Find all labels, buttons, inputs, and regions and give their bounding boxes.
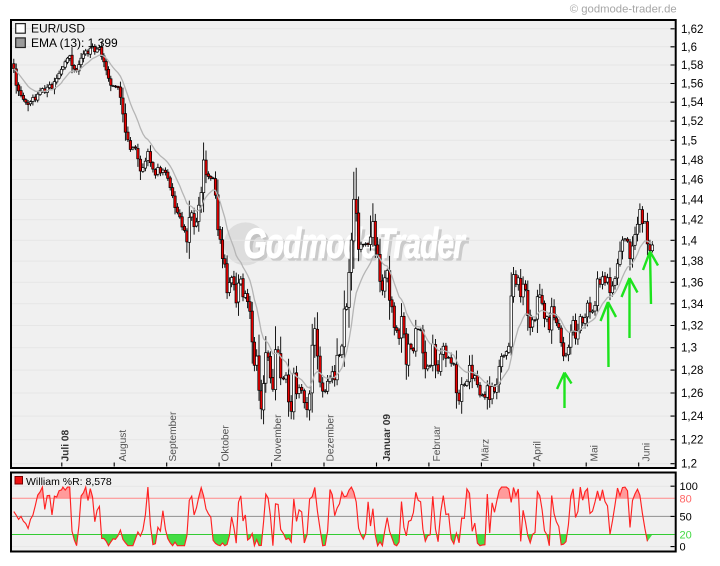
svg-text:1,34: 1,34 (681, 299, 704, 311)
svg-text:Juli 08: Juli 08 (61, 429, 72, 461)
svg-text:1,46: 1,46 (681, 175, 703, 187)
svg-text:1,3: 1,3 (681, 343, 697, 355)
svg-text:1,52: 1,52 (681, 116, 703, 128)
svg-text:Januar 09: Januar 09 (382, 414, 393, 462)
svg-text:1,2: 1,2 (681, 459, 697, 471)
svg-text:1,4: 1,4 (681, 235, 698, 247)
svg-text:1,56: 1,56 (681, 79, 703, 91)
svg-text:Februar: Februar (432, 425, 443, 461)
svg-text:1,48: 1,48 (681, 155, 703, 167)
svg-text:1,42: 1,42 (681, 215, 703, 227)
svg-text:1,58: 1,58 (681, 60, 703, 72)
svg-text:1,5: 1,5 (681, 135, 697, 147)
svg-text:1,22: 1,22 (681, 435, 703, 447)
svg-text:April: April (532, 441, 543, 461)
svg-text:1,28: 1,28 (681, 365, 703, 377)
svg-text:1,36: 1,36 (681, 277, 703, 289)
svg-text:1,26: 1,26 (681, 388, 703, 400)
svg-text:Dezember: Dezember (326, 414, 337, 462)
svg-text:Mai: Mai (590, 445, 601, 461)
svg-text:100: 100 (680, 481, 698, 493)
svg-text:William %R: 8,578: William %R: 8,578 (26, 476, 112, 488)
svg-text:August: August (118, 430, 129, 462)
svg-text:1,62: 1,62 (681, 24, 703, 36)
svg-text:Oktober: Oktober (221, 425, 232, 462)
svg-text:Juni: Juni (642, 443, 653, 462)
svg-text:1,44: 1,44 (681, 195, 704, 207)
svg-text:1,38: 1,38 (681, 256, 703, 268)
svg-text:50: 50 (680, 511, 692, 523)
svg-text:September: September (168, 411, 179, 461)
svg-text:1,32: 1,32 (681, 321, 703, 333)
svg-text:1,54: 1,54 (681, 97, 704, 109)
svg-text:80: 80 (680, 493, 692, 505)
svg-text:November: November (273, 414, 284, 462)
svg-text:EMA (13): 1,399: EMA (13): 1,399 (31, 36, 118, 50)
svg-text:1,24: 1,24 (681, 411, 704, 423)
svg-text:© godmode-trader.de: © godmode-trader.de (570, 4, 677, 16)
svg-text:0: 0 (680, 542, 686, 554)
svg-text:20: 20 (680, 530, 692, 542)
svg-text:1,6: 1,6 (681, 42, 697, 54)
svg-text:EUR/USD: EUR/USD (31, 21, 85, 35)
svg-text:März: März (481, 439, 492, 462)
